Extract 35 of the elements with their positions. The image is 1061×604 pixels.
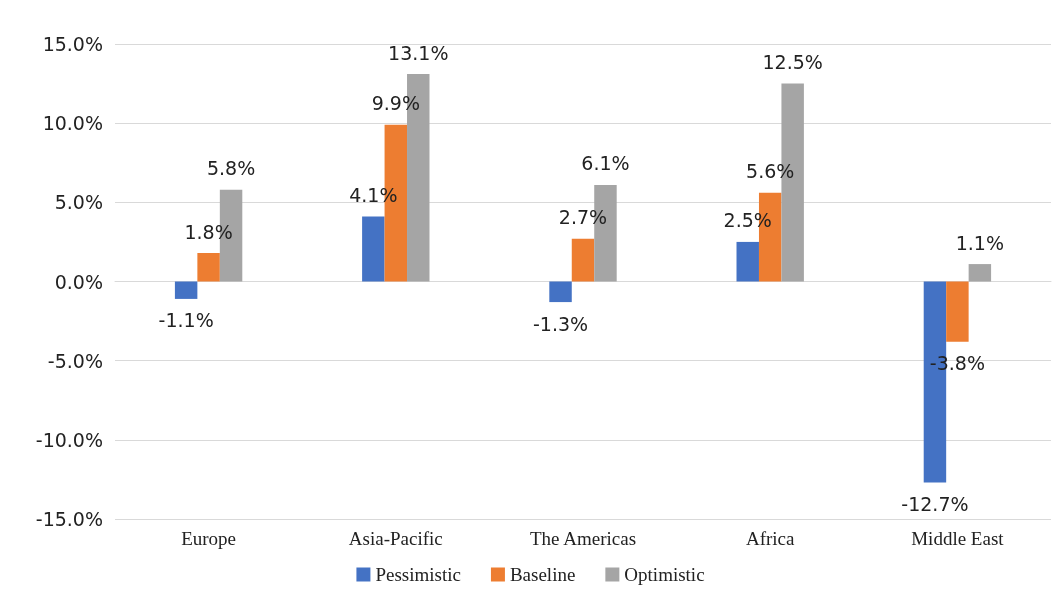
data-label: -1.1% bbox=[158, 309, 214, 332]
bar bbox=[362, 216, 385, 282]
y-tick-label: 15.0% bbox=[42, 33, 103, 55]
y-tick-label: -15.0% bbox=[35, 508, 103, 530]
x-tick-label: Asia-Pacific bbox=[348, 528, 443, 549]
x-tick-label: The Americas bbox=[529, 528, 637, 549]
y-tick-label: 10.0% bbox=[42, 112, 103, 135]
data-label: 13.1% bbox=[388, 41, 449, 64]
data-label: 9.9% bbox=[371, 92, 420, 115]
data-label: 5.8% bbox=[206, 157, 256, 180]
bar bbox=[946, 281, 969, 342]
x-tick-label: Africa bbox=[745, 528, 796, 549]
data-label: -1.3% bbox=[532, 312, 589, 335]
bar bbox=[174, 281, 198, 299]
y-tick-label: -5.0% bbox=[47, 349, 103, 372]
data-label: 6.1% bbox=[581, 152, 630, 175]
y-tick-label: 0.0% bbox=[54, 270, 103, 293]
data-label: -12.7% bbox=[901, 493, 969, 516]
legend-label: Pessimistic bbox=[375, 564, 461, 585]
bar bbox=[549, 281, 572, 303]
bar bbox=[197, 253, 220, 282]
data-label: 2.7% bbox=[558, 206, 608, 229]
data-label: 12.5% bbox=[762, 51, 823, 74]
y-tick-label: 5.0% bbox=[54, 191, 103, 214]
data-label: 5.6% bbox=[746, 160, 795, 183]
data-label: 1.8% bbox=[184, 220, 233, 243]
bar bbox=[571, 238, 595, 282]
bar bbox=[968, 264, 992, 282]
bar bbox=[736, 241, 759, 282]
legend-label: Baseline bbox=[509, 564, 576, 585]
y-tick-label: -10.0% bbox=[35, 428, 103, 451]
x-tick-label: Middle East bbox=[911, 528, 1005, 549]
x-tick-label: Europe bbox=[181, 528, 237, 549]
legend-label: Optimistic bbox=[624, 564, 705, 585]
data-label: 1.1% bbox=[955, 231, 1004, 254]
